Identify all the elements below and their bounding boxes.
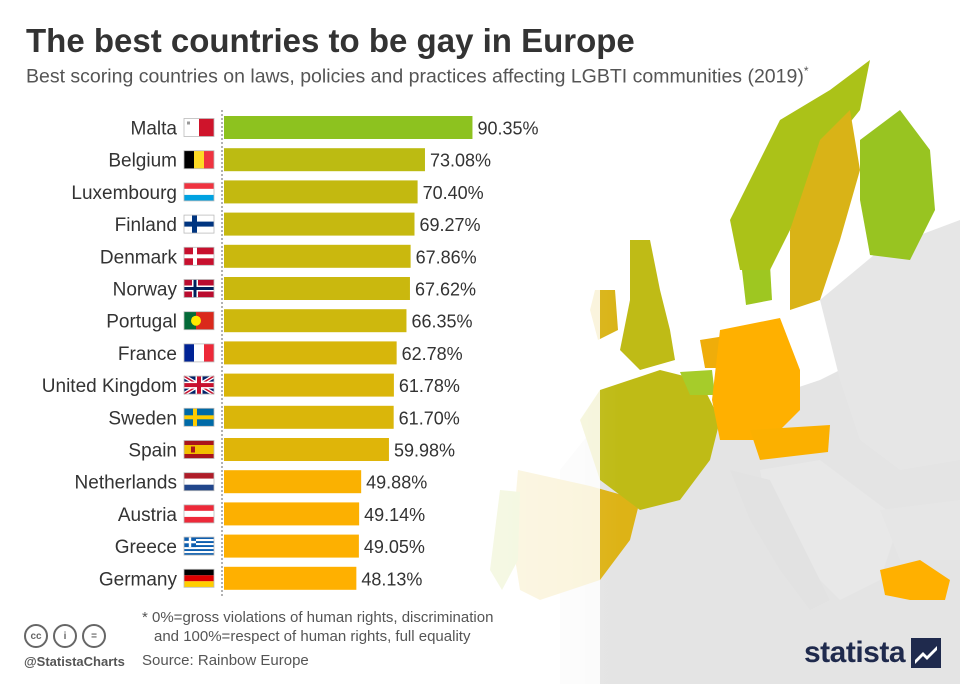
value-label: 49.14% (364, 505, 425, 525)
twitter-handle[interactable]: @StatistaCharts (24, 654, 125, 669)
france-flag (183, 343, 215, 363)
category-label: Denmark (100, 247, 178, 268)
map-turkey (880, 500, 960, 560)
denmark-flag (183, 246, 215, 266)
category-label: Norway (113, 280, 178, 301)
source-text: Source: Rainbow Europe (142, 652, 309, 669)
value-label: 70.40% (423, 183, 484, 203)
map-norway (730, 60, 870, 270)
bar (224, 566, 357, 590)
bar (224, 309, 407, 333)
portugal-flag (183, 311, 215, 331)
category-label: Greece (115, 537, 177, 558)
value-label: 67.86% (416, 247, 477, 267)
map-austria (750, 425, 830, 460)
luxembourg-flag (183, 182, 215, 202)
category-label: Malta (131, 119, 178, 140)
bar (224, 212, 415, 236)
value-label: 69.27% (419, 215, 480, 235)
value-label: 48.13% (361, 569, 422, 589)
bar (224, 438, 389, 461)
category-label: France (118, 344, 177, 365)
map-greece (880, 560, 950, 600)
map-denmark (742, 265, 772, 305)
bar (224, 470, 362, 494)
spain-flag (183, 440, 215, 459)
chart-subtitle: Best scoring countries on laws, policies… (26, 64, 809, 89)
category-label: Spain (128, 441, 177, 462)
value-label: 62.78% (402, 344, 463, 364)
map-uk (620, 240, 675, 370)
bar (224, 148, 425, 172)
map-east (820, 220, 960, 470)
category-label: Germany (99, 569, 178, 590)
value-label: 61.70% (399, 408, 460, 428)
value-label: 59.98% (394, 441, 455, 461)
map-germany (712, 318, 800, 440)
greece-flag (183, 536, 215, 556)
map-belgium (680, 370, 715, 395)
value-label: 90.35% (477, 119, 538, 139)
bar (224, 502, 360, 526)
bar (224, 341, 397, 365)
value-label: 49.88% (366, 473, 427, 493)
chart-title: The best countries to be gay in Europe (26, 22, 635, 59)
value-label: 61.78% (399, 376, 460, 396)
footnote: * 0%=gross violations of human rights, d… (142, 608, 493, 646)
bar (224, 373, 394, 397)
bar (224, 180, 418, 204)
category-label: Luxembourg (71, 183, 177, 204)
bar (224, 277, 410, 300)
belgium-flag (183, 150, 215, 170)
cc-icon[interactable]: cc (24, 624, 48, 648)
value-label: 66.35% (411, 312, 472, 332)
subtitle-text: Best scoring countries on laws, policies… (26, 65, 804, 88)
netherlands-flag (183, 472, 215, 492)
statista-logo-icon (911, 638, 942, 668)
footnote-line-2: and 100%=respect of human rights, full e… (154, 628, 471, 645)
value-label: 67.62% (415, 280, 476, 300)
germany-flag (183, 568, 215, 588)
category-label: United Kingdom (42, 376, 177, 397)
bar (224, 244, 411, 268)
malta-flag (183, 118, 215, 137)
bar (224, 534, 359, 558)
statista-logo[interactable]: statista (804, 636, 942, 670)
map-balkans (760, 460, 900, 600)
by-icon[interactable]: i (53, 624, 77, 648)
map-finland (860, 110, 935, 260)
austria-flag (183, 504, 215, 524)
united-kingdom-flag (182, 374, 216, 396)
finland-flag (183, 214, 215, 234)
license-icons: cc i = (24, 624, 106, 648)
value-label: 73.08% (430, 151, 491, 171)
subtitle-asterisk: * (803, 64, 809, 78)
bars-layer: Malta 90.35% Belgium 73.08% Luxembourg 70.40%… (42, 116, 539, 590)
category-label: Sweden (108, 408, 177, 429)
bar (224, 405, 394, 429)
category-label: Portugal (106, 312, 177, 333)
category-label: Finland (115, 215, 177, 236)
brand-wordmark: statista (804, 636, 906, 669)
nd-icon[interactable]: = (82, 624, 106, 648)
footnote-line-1: * 0%=gross violations of human rights, d… (142, 609, 494, 626)
category-label: Belgium (108, 151, 177, 172)
norway-flag (183, 279, 215, 298)
category-label: Austria (118, 505, 178, 526)
sweden-flag (183, 407, 215, 427)
bar (224, 116, 473, 139)
map-sweden (790, 110, 860, 310)
value-label: 49.05% (364, 537, 425, 557)
map-italy (730, 470, 830, 610)
category-label: Netherlands (75, 473, 177, 494)
